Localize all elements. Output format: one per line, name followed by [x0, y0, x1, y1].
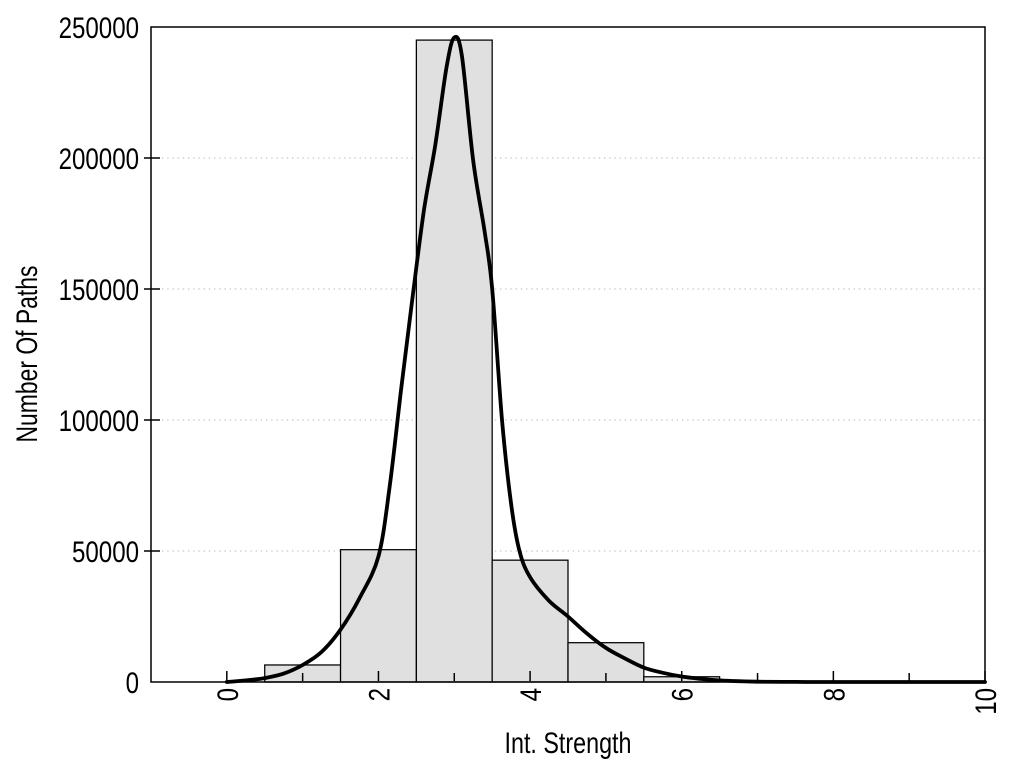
tick-labels: 0 50000 100000 150000 200000 250000 0 2 4 6 8 10 [59, 12, 1003, 715]
plot-frame [150, 26, 986, 683]
y-tick-label: 150000 [59, 274, 139, 307]
y-tick-label: 50000 [72, 536, 139, 569]
density-curve [224, 34, 987, 684]
plot-frame-layer [150, 26, 986, 683]
x-tick-label: 6 [667, 688, 700, 701]
histogram-bar [339, 549, 417, 683]
x-tick-label: 4 [515, 688, 548, 701]
gridlines [162, 157, 984, 552]
density-curve-layer [224, 34, 987, 684]
x-tick-label: 2 [363, 688, 396, 701]
x-axis-title: Int. Strength [505, 727, 632, 760]
y-tick-label: 100000 [59, 405, 139, 438]
y-tick-label: 250000 [59, 12, 139, 45]
y-axis-title: Number Of Paths [11, 266, 44, 443]
y-tick-label: 200000 [59, 143, 139, 176]
histogram-bar [415, 39, 493, 683]
x-tick-label: 0 [212, 688, 245, 701]
x-tick-label: 10 [970, 688, 1003, 715]
x-tick-label: 8 [818, 688, 851, 701]
y-tick-label: 0 [126, 667, 139, 700]
axis-ticks [144, 157, 986, 681]
